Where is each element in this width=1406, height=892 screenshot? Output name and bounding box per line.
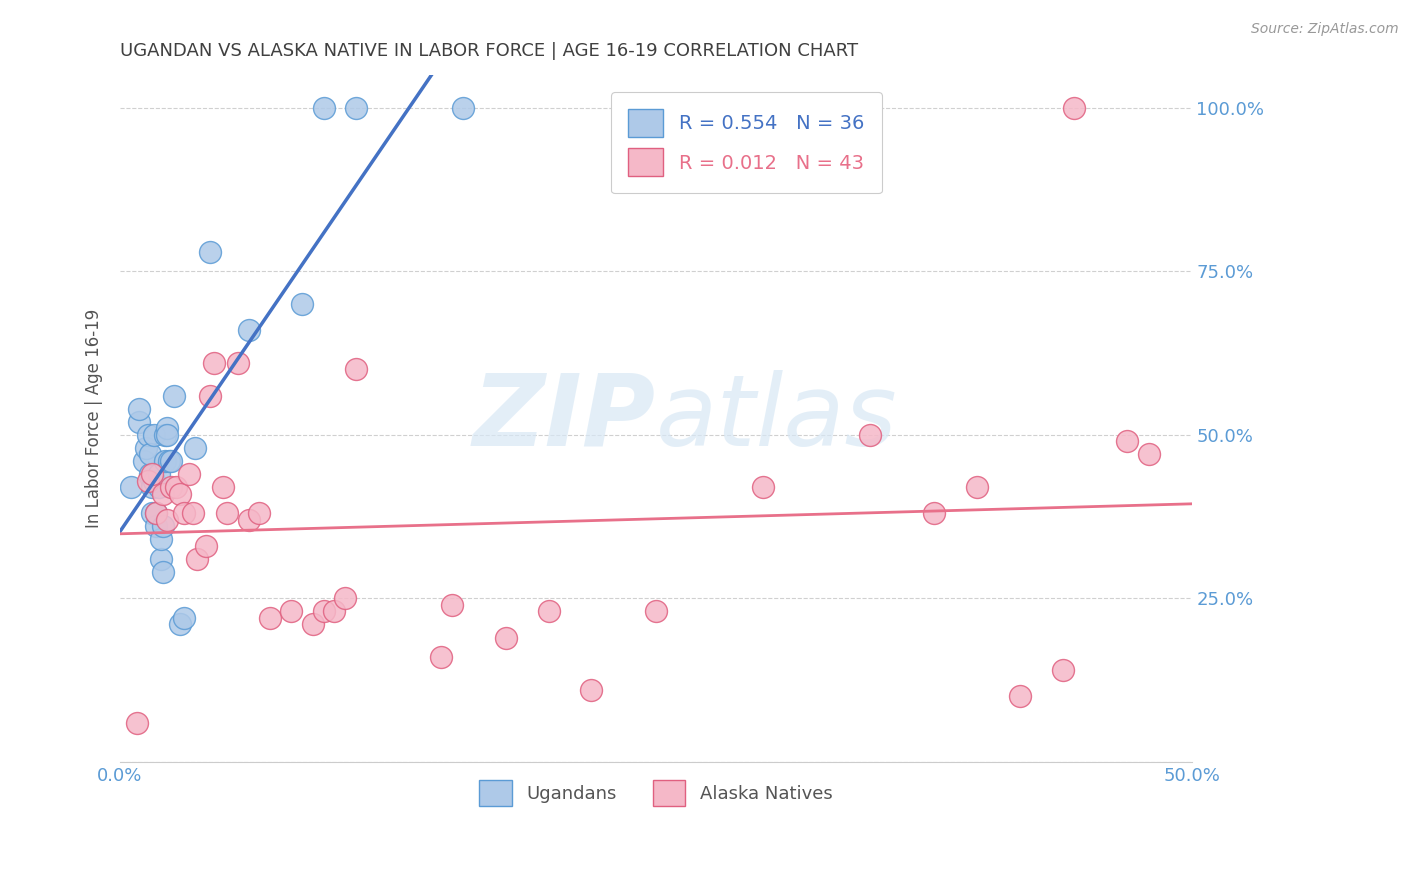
Point [156,427,179,442]
Point [141,506,163,520]
Point [1052,663,1074,677]
Point [186,552,208,566]
Point [181,506,204,520]
Point [132,454,155,468]
Point [160,480,183,494]
Point [441,598,464,612]
Point [312,101,335,115]
Point [238,513,260,527]
Point [184,441,207,455]
Point [149,552,172,566]
Point [139,447,162,461]
Point [169,486,191,500]
Point [430,650,453,665]
Point [143,427,166,442]
Point [152,486,174,500]
Point [259,611,281,625]
Point [153,427,176,442]
Point [291,297,314,311]
Point [127,715,149,730]
Point [160,454,183,468]
Point [247,506,270,520]
Point [152,519,174,533]
Point [495,631,517,645]
Point [226,356,249,370]
Point [136,427,159,442]
Point [924,506,946,520]
Point [157,454,180,468]
Point [145,519,167,533]
Point [141,480,163,494]
Point [145,506,167,520]
Point [537,604,560,618]
Point [451,101,474,115]
Point [128,401,150,416]
Point [148,467,170,481]
Point [153,454,176,468]
Legend: Ugandans, Alaska Natives: Ugandans, Alaska Natives [470,771,841,814]
Point [644,604,666,618]
Point [135,441,157,455]
Point [859,427,882,442]
Point [145,506,167,520]
Point [136,474,159,488]
Point [217,506,239,520]
Point [173,506,195,520]
Point [149,533,172,547]
Point [128,415,150,429]
Point [752,480,775,494]
Point [143,474,166,488]
Point [1116,434,1139,449]
Point [333,591,356,606]
Point [312,604,335,618]
Point [169,617,191,632]
Point [173,611,195,625]
Point [198,244,221,259]
Point [198,389,221,403]
Point [202,356,225,370]
Point [162,389,184,403]
Point [156,421,179,435]
Point [148,480,170,494]
Point [165,480,187,494]
Point [1010,690,1032,704]
Y-axis label: In Labor Force | Age 16-19: In Labor Force | Age 16-19 [86,309,103,528]
Point [211,480,233,494]
Point [194,539,217,553]
Text: UGANDAN VS ALASKA NATIVE IN LABOR FORCE | AGE 16-19 CORRELATION CHART: UGANDAN VS ALASKA NATIVE IN LABOR FORCE … [120,42,858,60]
Point [581,682,603,697]
Point [120,480,142,494]
Point [344,362,367,376]
Point [344,101,367,115]
Point [141,467,163,481]
Point [156,513,179,527]
Point [302,617,325,632]
Point [139,467,162,481]
Point [966,480,988,494]
Point [1137,447,1160,461]
Point [1063,101,1085,115]
Point [238,323,260,337]
Text: Source: ZipAtlas.com: Source: ZipAtlas.com [1251,22,1399,37]
Point [323,604,346,618]
Point [280,604,302,618]
Point [152,565,174,579]
Point [177,467,200,481]
Text: ZIP: ZIP [472,370,655,467]
Text: atlas: atlas [655,370,897,467]
